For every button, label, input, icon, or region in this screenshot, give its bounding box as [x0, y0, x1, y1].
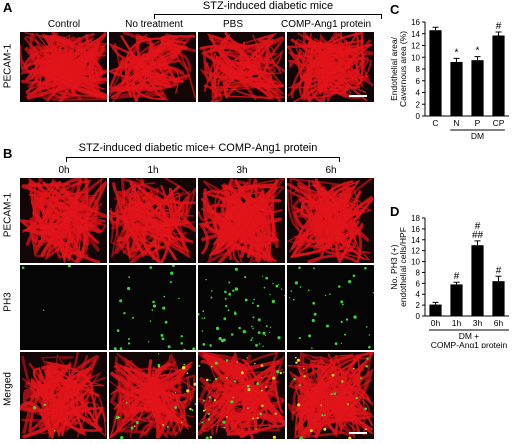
panel-a-col-pbs: PBS: [222, 19, 244, 30]
y-tick-label: 14: [411, 30, 420, 39]
x-tick-label: N: [453, 118, 459, 128]
x-tick-label: 1h: [452, 318, 462, 328]
bar-N: [450, 61, 463, 116]
x-tick-label: 3h: [473, 318, 483, 328]
y-tick-label: 14: [411, 236, 420, 245]
bar-1h: [450, 284, 463, 316]
panel-c-label: C: [390, 2, 400, 17]
panel-b-merged-0h: [20, 352, 107, 439]
error-bar: [432, 301, 439, 305]
y-tick-label: 0: [416, 312, 421, 321]
x-axis-label: COMP-Ang1 protein: [431, 340, 508, 348]
bar-6h: [492, 281, 505, 316]
panel-d-label: D: [390, 204, 400, 219]
panel-b-row-merged: Merged: [2, 372, 14, 406]
bar-P: [471, 60, 484, 116]
y-tick-label: 10: [411, 258, 420, 267]
panel-b-merged-3h: [198, 352, 285, 439]
panel-a-image-no-treatment: [109, 32, 196, 102]
y-tick-label: 12: [411, 42, 420, 51]
error-bar: [453, 281, 460, 285]
y-tick-label: 2: [416, 301, 421, 310]
panel-b-ph3-1h: [109, 265, 196, 350]
panel-b-merged-1h: [109, 352, 196, 439]
y-tick-label: 0: [416, 112, 421, 121]
y-tick-label: 8: [416, 65, 421, 74]
significance-mark: #: [475, 221, 481, 232]
panel-a-image-pbs: [198, 32, 285, 102]
y-axis-label: No. PH3 (+): [389, 244, 399, 289]
error-bar: [432, 26, 439, 31]
panel-b-pecam-6h: [287, 178, 374, 263]
significance-mark: *: [476, 46, 480, 57]
panel-b-group-bracket: [66, 157, 340, 162]
y-tick-label: 18: [411, 214, 420, 223]
panel-a-label: A: [3, 0, 13, 15]
panel-b-merged-6h: [287, 352, 374, 439]
panel-b-ph3-0h: [20, 265, 107, 350]
significance-mark: #: [496, 265, 502, 276]
significance-mark: #: [496, 21, 502, 32]
x-axis-label: DM +: [459, 331, 480, 341]
y-tick-label: 16: [411, 225, 420, 234]
dm-group-label: DM: [471, 131, 484, 141]
y-tick-label: 16: [411, 18, 420, 27]
bar-C: [429, 30, 442, 117]
panel-a-col-no-treatment: No treatment: [125, 19, 183, 30]
bar-0h: [429, 304, 442, 316]
bar-CP: [492, 35, 505, 117]
panel-b-col-6h: 6h: [325, 165, 337, 176]
panel-a-col-comp-ang1: COMP-Ang1 protein: [280, 19, 372, 30]
panel-b-col-0h: 0h: [58, 165, 70, 176]
panel-b-pecam-1h: [109, 178, 196, 263]
x-tick-label: CP: [493, 118, 505, 128]
y-tick-label: 12: [411, 247, 420, 256]
y-axis-label: endothelial cells/HPF: [398, 227, 408, 307]
panel-b-col-3h: 3h: [236, 165, 248, 176]
y-tick-label: 6: [416, 279, 421, 288]
significance-mark: #: [454, 271, 460, 282]
y-tick-label: 8: [416, 268, 421, 277]
y-tick-label: 4: [416, 290, 421, 299]
x-tick-label: C: [432, 118, 438, 128]
error-bar: [453, 57, 460, 62]
error-bar: [474, 240, 481, 246]
panel-a-group-title: STZ-induced diabetic mice: [202, 0, 334, 12]
panel-c-bar-chart: 0 2 4 6 8 10 12 14 16 C * N * P # CP Endothelial area/Ca…: [389, 18, 509, 141]
y-tick-label: 10: [411, 53, 420, 62]
y-tick-label: 6: [416, 77, 421, 86]
y-axis-label: Endothelial area/: [389, 36, 399, 100]
error-bar: [495, 275, 502, 282]
x-tick-label: 0h: [431, 318, 441, 328]
bar-3h: [471, 245, 484, 316]
panel-b-row-pecam: PECAM-1: [2, 192, 14, 238]
panel-a-image-comp-ang1: [287, 32, 374, 102]
error-bar: [495, 31, 502, 36]
panel-b-pecam-0h: [20, 178, 107, 263]
panel-b-scale-bar: [349, 432, 367, 434]
y-tick-label: 2: [416, 100, 421, 109]
panel-a-col-control: Control: [47, 19, 81, 30]
panel-b-pecam-3h: [198, 178, 285, 263]
x-tick-label: P: [475, 118, 481, 128]
x-tick-label: 6h: [494, 318, 504, 328]
error-bar: [474, 56, 481, 61]
panel-a-scale-bar: [349, 95, 367, 97]
panel-a-row-pecam: PECAM-1: [2, 43, 14, 89]
panel-b-row-ph3: PH3: [2, 292, 14, 312]
panel-b-ph3-6h: [287, 265, 374, 350]
panel-b-label: B: [3, 146, 13, 161]
panel-b-ph3-3h: [198, 265, 285, 350]
panel-b-group-title: STZ-induced diabetic mice+ COMP-Ang1 pro…: [78, 142, 318, 154]
significance-mark: ##: [472, 230, 484, 241]
panel-a-image-control: [20, 32, 107, 102]
significance-mark: *: [455, 47, 459, 58]
y-tick-label: 4: [416, 89, 421, 98]
panel-a-group-bracket: [154, 14, 382, 19]
y-axis-label: Cavernous area (%): [398, 31, 408, 107]
panel-b-col-1h: 1h: [147, 165, 159, 176]
